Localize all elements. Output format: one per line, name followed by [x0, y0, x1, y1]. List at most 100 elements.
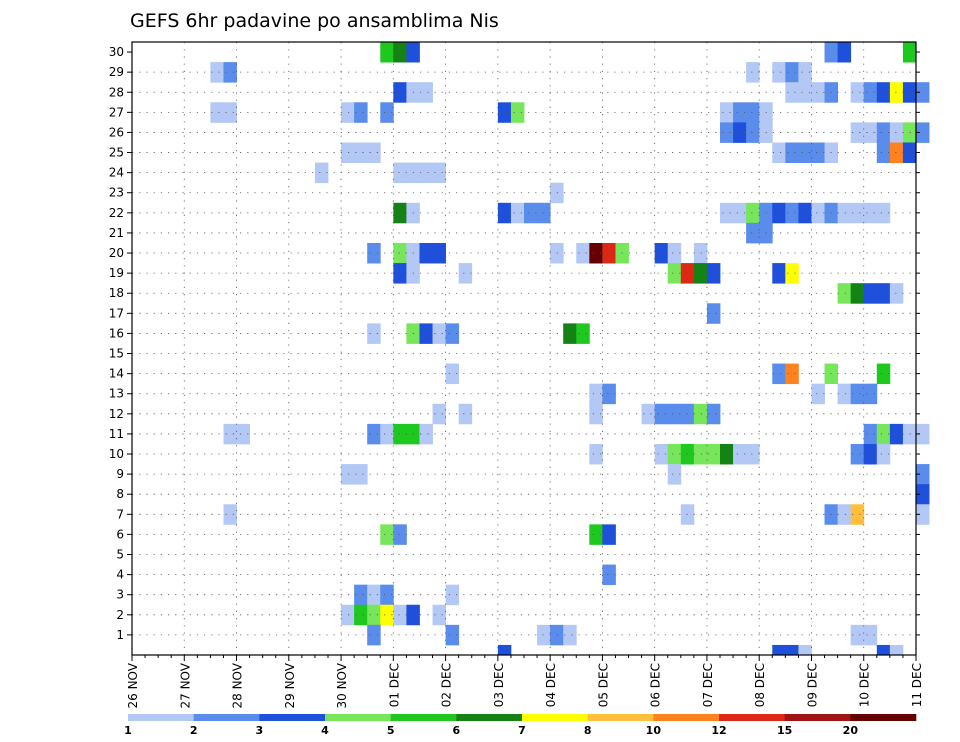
x-tick-label: 04 DEC: [544, 663, 558, 707]
heatmap-cell: [419, 323, 433, 344]
x-tick-label: 03 DEC: [492, 663, 506, 707]
heatmap-cell: [393, 524, 407, 545]
legend-swatch: [784, 714, 851, 721]
heatmap-cell: [393, 82, 407, 103]
heatmap-cell: [785, 62, 799, 83]
heatmap-cell: [785, 82, 799, 103]
heatmap-cell: [798, 82, 812, 103]
heatmap-cell: [354, 584, 368, 606]
heatmap-cell: [850, 383, 865, 405]
legend-swatch: [719, 714, 785, 721]
grid-lines: [132, 42, 916, 655]
heatmap-cell: [367, 584, 381, 606]
heatmap-cell: [733, 202, 747, 224]
legend-label: 10: [646, 724, 662, 737]
heatmap-cells: [210, 42, 930, 656]
y-tick-label: 26: [109, 125, 124, 139]
heatmap-cell: [733, 443, 747, 465]
y-tick-label: 25: [109, 146, 124, 160]
heatmap-cell: [850, 504, 865, 525]
heatmap-cell: [837, 283, 852, 304]
y-tick-label: 28: [109, 85, 124, 99]
heatmap-cell: [667, 443, 682, 465]
heatmap-cell: [811, 82, 825, 103]
heatmap-cell: [863, 283, 878, 304]
heatmap-cell: [693, 443, 708, 465]
heatmap-cell: [746, 122, 760, 143]
heatmap-cell: [367, 604, 381, 626]
heatmap-cell: [537, 624, 551, 646]
heatmap-cell: [824, 42, 838, 63]
heatmap-cell: [393, 423, 407, 445]
heatmap-cell: [432, 242, 446, 264]
heatmap-cell: [497, 202, 512, 224]
x-tick-label: 07 DEC: [701, 663, 715, 707]
y-axis: 1234567891011121314151617181920212223242…: [109, 45, 920, 642]
legend-label: 8: [584, 724, 592, 737]
legend-label: 12: [711, 724, 726, 737]
y-tick-label: 29: [109, 65, 124, 79]
heatmap-cell: [341, 604, 355, 626]
y-tick-label: 20: [109, 246, 124, 260]
heatmap-cell: [354, 604, 368, 626]
heatmap-cell: [876, 122, 891, 143]
heatmap-cell: [863, 122, 878, 143]
heatmap-cell: [432, 323, 446, 344]
heatmap-cell: [445, 624, 460, 646]
heatmap-cell: [367, 624, 381, 646]
legend-swatch: [850, 714, 917, 721]
heatmap-cell: [497, 102, 512, 123]
heatmap-cell: [354, 142, 368, 163]
heatmap-cell: [746, 202, 760, 224]
heatmap-cell: [380, 102, 394, 123]
heatmap-cell: [341, 464, 355, 485]
heatmap-cell: [693, 403, 708, 425]
legend-swatch: [522, 714, 588, 721]
legend-label: 3: [256, 724, 264, 737]
y-tick-label: 12: [109, 407, 124, 421]
plot-frame: [131, 41, 917, 656]
heatmap-cell: [393, 242, 407, 264]
heatmap-cell: [667, 242, 682, 264]
heatmap-cell: [746, 443, 760, 465]
heatmap-cell: [524, 202, 538, 224]
heatmap-cell: [419, 82, 433, 103]
heatmap-cell: [210, 62, 224, 83]
heatmap-cell: [876, 443, 891, 465]
y-tick-label: 27: [109, 105, 124, 119]
legend-label: 6: [453, 724, 461, 737]
heatmap-cell: [850, 624, 865, 646]
heatmap-cell: [772, 363, 786, 385]
heatmap-cell: [876, 423, 891, 445]
heatmap-cell: [785, 263, 799, 284]
heatmap-cell: [210, 102, 224, 123]
heatmap-cell: [458, 403, 473, 425]
heatmap-cell: [706, 263, 721, 284]
legend-label: 2: [190, 724, 198, 737]
y-tick-label: 17: [109, 306, 124, 320]
heatmap-cell: [445, 363, 460, 385]
y-tick-label: 22: [109, 206, 124, 220]
heatmap-cell: [667, 403, 682, 425]
heatmap-cell: [314, 162, 329, 184]
heatmap-cell: [916, 82, 930, 103]
heatmap-cell: [837, 42, 852, 63]
heatmap-cell: [419, 162, 433, 184]
heatmap-cell: [432, 403, 446, 425]
legend-swatch: [456, 714, 523, 721]
y-tick-label: 30: [109, 45, 124, 59]
heatmap-cell: [720, 443, 734, 465]
heatmap-cell: [850, 202, 865, 224]
x-tick-label: 27 NOV: [178, 662, 192, 708]
y-tick-label: 4: [116, 568, 124, 582]
heatmap-cell: [876, 82, 891, 103]
heatmap-cell: [863, 423, 878, 445]
legend-label: 20: [843, 724, 859, 737]
heatmap-cell: [837, 202, 852, 224]
x-tick-label: 29 NOV: [283, 662, 297, 708]
heatmap-cell: [850, 283, 865, 304]
y-tick-label: 2: [116, 608, 124, 622]
y-tick-label: 19: [109, 266, 124, 280]
heatmap-cell: [654, 403, 669, 425]
heatmap-cell: [393, 202, 407, 224]
